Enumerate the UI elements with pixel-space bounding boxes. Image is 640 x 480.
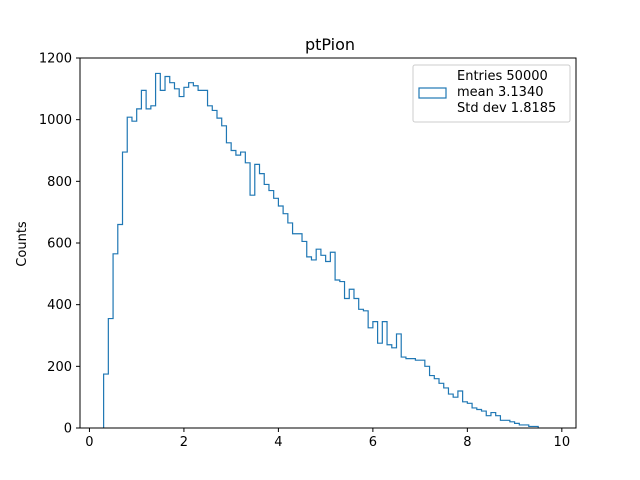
chart-title: ptPion [305, 35, 355, 54]
x-tick-label: 6 [369, 435, 377, 450]
x-tick-label: 8 [463, 435, 471, 450]
axis-ticks: 0 2 4 6 8 10 0 200 400 600 800 1000 1200 [39, 52, 570, 451]
y-tick-label: 400 [47, 298, 72, 313]
legend-entry-line: Entries 50000 [457, 69, 548, 84]
legend-entry-line: mean 3.1340 [457, 85, 544, 100]
y-tick-label: 1000 [39, 113, 72, 128]
legend-swatch [418, 87, 447, 99]
x-tick-label: 2 [180, 435, 188, 450]
x-tick-label: 10 [554, 435, 571, 450]
legend-box [412, 64, 571, 123]
y-tick-label: 0 [64, 422, 72, 437]
x-tick-label: 4 [274, 435, 282, 450]
y-tick-label: 1200 [39, 52, 72, 67]
legend-entry-line: Std dev 1.8185 [457, 101, 556, 116]
y-tick-label: 800 [47, 175, 72, 190]
y-axis-label: Counts [15, 221, 30, 267]
y-tick-label: 600 [47, 237, 72, 252]
y-tick-label: 200 [47, 360, 72, 375]
histogram-series [103, 72, 539, 428]
x-tick-label: 0 [85, 435, 93, 450]
